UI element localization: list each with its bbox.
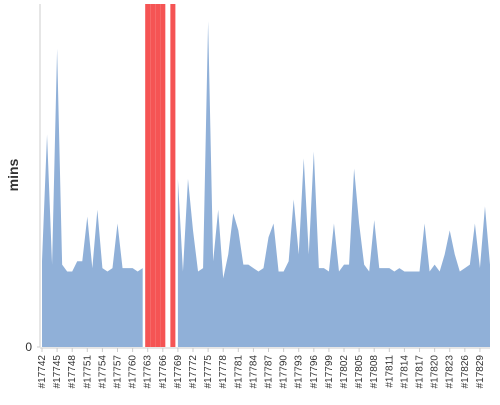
x-tick-label: #17811 [384, 355, 395, 388]
x-tick-label: #17793 [294, 355, 305, 389]
x-tick-label: #17766 [158, 355, 169, 389]
x-tick-label: #17760 [128, 355, 139, 389]
x-tick-label: #17748 [67, 355, 78, 389]
x-tick-label: #17751 [82, 355, 93, 389]
x-tick-label: #17769 [173, 355, 184, 389]
x-tick-label: #17745 [52, 355, 63, 389]
x-tick-label: #17778 [218, 355, 229, 389]
x-tick-label: #17826 [460, 355, 471, 389]
x-tick-label: #17796 [309, 355, 320, 389]
x-tick-label: #17823 [445, 355, 456, 389]
failed-bar [145, 4, 151, 347]
failed-bar [155, 4, 161, 347]
x-tick-label: #17820 [430, 355, 441, 389]
x-tick-label: #17775 [203, 355, 214, 389]
failed-bar [170, 4, 176, 347]
failed-bar [160, 4, 166, 347]
x-tick-label: #17772 [188, 355, 199, 389]
failed-bar [150, 4, 156, 347]
y-axis-label: mins [5, 158, 21, 191]
x-tick-label: #17808 [369, 355, 380, 389]
x-tick-label: #17757 [113, 355, 124, 389]
x-tick-label: #17817 [415, 355, 426, 389]
x-tick-label: #17784 [248, 355, 259, 389]
x-tick-label: #17805 [354, 355, 365, 389]
x-tick-label: #17802 [339, 355, 350, 389]
x-tick-label: #17763 [143, 355, 154, 389]
x-tick-label: #17754 [97, 355, 108, 389]
x-tick-label: #17829 [475, 355, 486, 389]
x-tick-label: #17814 [399, 355, 410, 389]
x-tick-label: #17799 [324, 355, 335, 389]
y-tick-label: 0 [25, 340, 32, 354]
area [42, 21, 490, 348]
x-tick-label: #17787 [264, 355, 275, 389]
x-tick-label: #17781 [233, 355, 244, 389]
x-tick-label: #17790 [279, 355, 290, 389]
x-tick-label: #17742 [37, 355, 48, 389]
